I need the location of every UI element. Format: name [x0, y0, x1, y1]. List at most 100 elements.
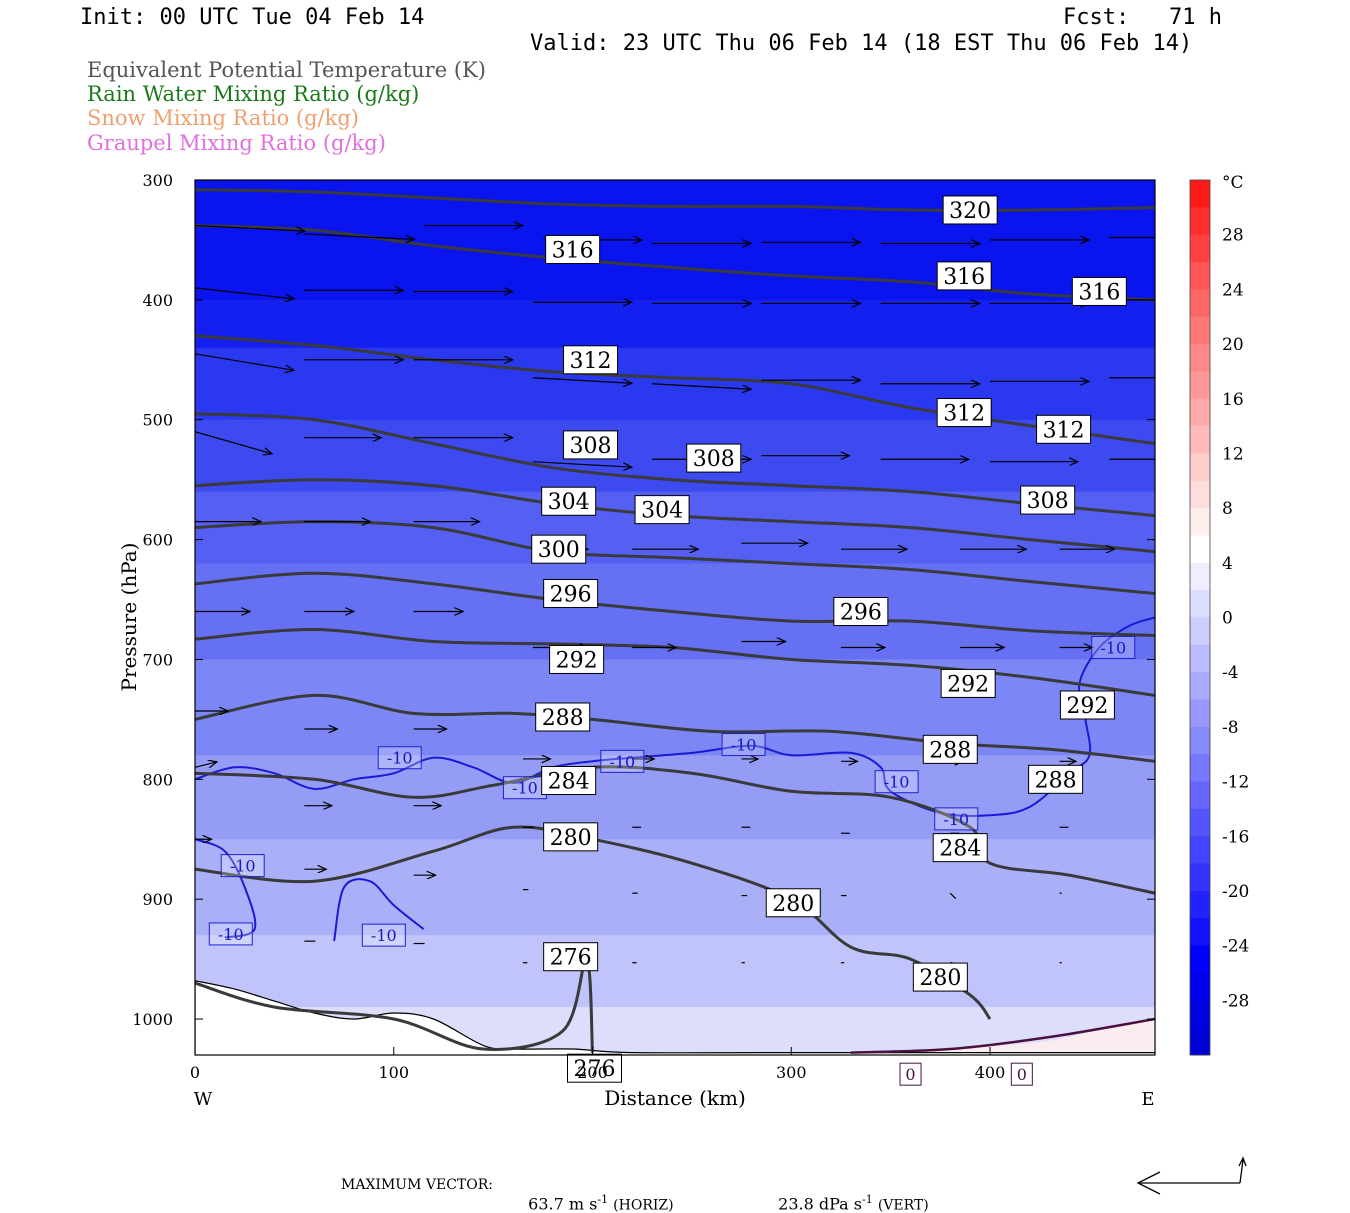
theta-e-label: 280 — [550, 826, 592, 851]
temperature-label-box — [721, 733, 766, 757]
colorbar-swatch — [1190, 590, 1210, 618]
horiz-value: 63.7 m s — [528, 1194, 598, 1213]
x-tick-label: 0 — [190, 1063, 200, 1082]
colorbar-tick-label: 4 — [1222, 554, 1233, 574]
theta-e-label: 304 — [641, 499, 683, 524]
colorbar-swatch — [1190, 480, 1210, 509]
max-horizontal-vector: 63.7 m s-1 (HORIZ) — [518, 1174, 673, 1213]
temperature-band — [195, 299, 1155, 349]
colorbar-tick-label: 8 — [1222, 499, 1233, 519]
y-tick-label: 1000 — [132, 1010, 173, 1029]
theta-e-label: 308 — [693, 447, 735, 472]
y-tick-label: 800 — [142, 770, 173, 789]
theta-e-label-box — [634, 495, 690, 525]
colorbar-swatch — [1190, 508, 1210, 536]
temperature-band — [195, 935, 1155, 1009]
temperature-label-box — [874, 770, 919, 794]
theta-e-label-box — [1059, 690, 1115, 720]
y-tick-label: 400 — [142, 291, 173, 310]
temperature-label: -10 — [387, 749, 413, 768]
temperature-band — [195, 347, 1155, 421]
colorbar-swatch — [1190, 371, 1210, 400]
colorbar-swatch — [1190, 726, 1210, 755]
theta-e-label-box — [765, 888, 821, 918]
theta-e-label: 304 — [548, 490, 590, 515]
colorbar-swatch — [1190, 535, 1210, 564]
temperature-label: -10 — [371, 926, 397, 945]
theta-e-label-box — [543, 579, 599, 609]
theta-e-label-box — [567, 1053, 623, 1083]
theta-e-label-box — [686, 443, 742, 473]
temperature-label-box — [1010, 1062, 1033, 1086]
theta-e-contour-280 — [195, 825, 992, 1020]
theta-e-label-box — [932, 833, 988, 863]
theta-e-label: 312 — [943, 402, 985, 427]
terrain-surface — [195, 980, 1155, 1055]
legend-graupel: Graupel Mixing Ratio (g/kg) — [87, 131, 386, 155]
theta-e-label: 276 — [550, 946, 592, 971]
colorbar-tick-label: 28 — [1222, 226, 1244, 246]
max-vertical-vector-arrow — [1239, 1159, 1244, 1184]
temperature-label: -10 — [218, 925, 244, 944]
theta-e-label-box — [545, 235, 601, 265]
colorbar-swatch — [1190, 863, 1210, 892]
temperature-label: 0 — [1017, 1065, 1027, 1084]
colorbar-swatch — [1190, 398, 1210, 427]
colorbar-swatch — [1190, 699, 1210, 728]
temperature-minus10-line — [195, 838, 257, 939]
theta-e-label-box — [940, 668, 996, 698]
colorbar-tick-label: 24 — [1222, 280, 1244, 300]
colorbar-tick-label: -4 — [1222, 663, 1239, 683]
colorbar-swatch — [1190, 453, 1210, 482]
temperature-label-box — [1091, 635, 1136, 659]
temperature-label-box — [377, 746, 422, 770]
temperature-band — [195, 839, 1155, 937]
theta-e-label-box — [541, 486, 597, 516]
theta-e-label-box — [936, 398, 992, 428]
max-vector-label: MAXIMUM VECTOR: — [341, 1177, 493, 1193]
colorbar-swatch — [1190, 617, 1210, 646]
theta-e-label: 280 — [919, 966, 961, 991]
vert-value: 23.8 dPa s — [778, 1194, 863, 1213]
legend-theta-e: Equivalent Potential Temperature (K) — [87, 58, 486, 82]
theta-e-label: 288 — [542, 706, 584, 731]
wind-vector — [195, 431, 272, 454]
theta-e-label-box — [563, 430, 619, 460]
max-vertical-vector-head — [1238, 1156, 1247, 1167]
legend-rain-water: Rain Water Mixing Ratio (g/kg) — [87, 82, 420, 106]
theta-e-label-box — [543, 942, 599, 972]
x-tick-label: 400 — [975, 1063, 1006, 1082]
x-axis-label: Distance (km) — [604, 1086, 746, 1110]
max-vertical-vector: 23.8 dPa s-1 (VERT) — [768, 1174, 929, 1213]
colorbar-swatch — [1190, 262, 1210, 290]
theta-e-contour-320 — [195, 188, 1155, 212]
temperature-band — [195, 755, 1155, 841]
max-horizontal-vector-head — [1136, 1171, 1161, 1195]
temperature-label-box — [934, 807, 979, 831]
plot-frame — [194, 179, 1156, 1056]
colorbar-swatch — [1190, 289, 1210, 318]
y-axis-label: Pressure (hPa) — [117, 543, 141, 692]
colorbar-swatch — [1190, 890, 1210, 919]
y-tick-label: 900 — [142, 890, 173, 909]
temperature-band — [195, 419, 1155, 493]
colorbar-swatch — [1190, 1000, 1210, 1029]
legend-snow: Snow Mixing Ratio (g/kg) — [87, 106, 359, 130]
theta-e-label: 276 — [574, 1057, 616, 1082]
theta-e-label-box — [1028, 764, 1084, 794]
theta-e-label-box — [535, 702, 591, 732]
colorbar-swatch — [1190, 344, 1210, 372]
theta-e-label: 312 — [1043, 418, 1085, 443]
colorbar-swatch — [1190, 836, 1210, 865]
theta-e-label-box — [942, 195, 998, 225]
temperature-label: -10 — [1100, 638, 1126, 657]
theta-e-label: 308 — [1027, 489, 1069, 514]
valid-time: Valid: 23 UTC Thu 06 Feb 14 (18 EST Thu … — [530, 31, 1193, 56]
wind-vector — [195, 762, 217, 768]
temperature-label-box — [220, 854, 265, 878]
theta-e-label: 316 — [943, 265, 985, 290]
y-tick-label: 500 — [142, 411, 173, 430]
theta-e-label: 316 — [552, 239, 594, 264]
temperature-label: -10 — [731, 736, 757, 755]
